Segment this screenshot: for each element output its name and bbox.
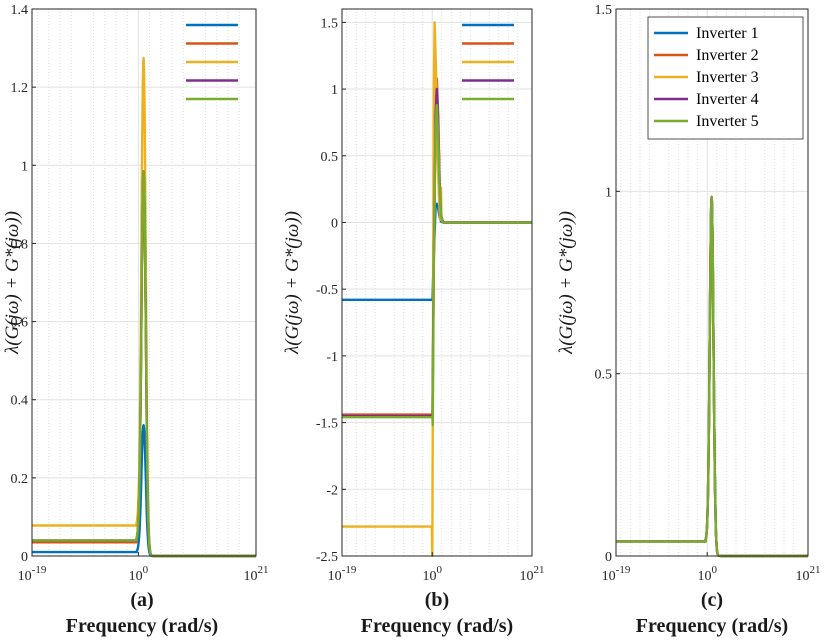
legend-entry-4: Inverter 4: [696, 91, 759, 108]
y-tick-label: 0.2: [11, 472, 29, 487]
series-line-5: [342, 103, 532, 427]
y-tick-label: 1.5: [595, 3, 613, 18]
x-tick-label: 100: [423, 564, 443, 584]
panel-label: (a): [130, 589, 153, 611]
x-axis-label: Frequency (rad/s): [636, 615, 788, 637]
axes-frame: [615, 8, 809, 557]
y-tick-label: -0.5: [316, 283, 338, 298]
y-tick-label: 1: [21, 159, 28, 174]
y-tick-label: 0.5: [321, 150, 339, 165]
y-tick-label: -2.5: [316, 550, 338, 565]
x-axis-label: Frequency (rad/s): [66, 615, 218, 637]
x-tick-label: 1021: [244, 564, 269, 584]
y-tick-label: 0.5: [595, 368, 613, 383]
legend-entry-5: Inverter 5: [696, 113, 759, 130]
x-tick-label: 1021: [796, 564, 821, 584]
y-tick-label: 1: [605, 185, 612, 200]
legend-entry-2: Inverter 2: [696, 47, 759, 64]
series-line-5: [616, 195, 808, 558]
panel-a: 0 0.2 0.4 0.6 0.8 1 1.2 1.4 10-19 100 1021 (a) Frequ…: [2, 3, 269, 637]
x-tick-label: 10-19: [602, 564, 631, 584]
y-tick-label: -1: [326, 350, 338, 365]
y-tick-label: 1: [331, 83, 338, 98]
legend-entry-1: Inverter 1: [696, 25, 759, 42]
panel-c: 0 0.5 1 1.5 10-19 100 1021 Inverter 1 Inverter 2…: [556, 3, 821, 637]
y-tick-label: -2: [326, 483, 338, 498]
y-tick-label: 0: [605, 550, 612, 565]
x-tick-label: 100: [697, 564, 717, 584]
y-axis-label: λ(G(jω) + G*(jω)): [282, 211, 303, 355]
y-tick-label: 0.8: [11, 237, 29, 252]
x-axis-label: Frequency (rad/s): [361, 615, 513, 637]
panel-label: (c): [701, 589, 723, 611]
y-tick-label: 0.6: [11, 316, 29, 331]
x-tick-label: 10-19: [328, 564, 357, 584]
y-tick-label: 1.4: [11, 3, 29, 18]
y-tick-label: 1.2: [11, 81, 29, 96]
y-tick-label: 0.4: [11, 394, 29, 409]
y-tick-label: 0: [21, 550, 28, 565]
x-tick-label: 10-19: [18, 564, 47, 584]
panel-label: (b): [425, 589, 449, 611]
axes-frame: [31, 8, 257, 557]
x-tick-label: 100: [129, 564, 149, 584]
y-tick-label: -1.5: [316, 417, 338, 432]
legend-entry-3: Inverter 3: [696, 69, 759, 86]
panel-b: -2.5 -2 -1.5 -1 -0.5 0 0.5 1 1.5 10-19 100 1021 (b) F…: [282, 8, 545, 637]
series-line-5: [32, 170, 256, 558]
y-tick-label: 0: [331, 216, 338, 231]
y-axis-label: λ(G(jω) + G*(jω)): [556, 211, 577, 355]
axes-frame: [341, 8, 533, 557]
y-axis-label: λ(G(jω) + G*(jω)): [2, 211, 23, 355]
y-tick-label: 1.5: [321, 16, 339, 31]
x-tick-label: 1021: [520, 564, 545, 584]
